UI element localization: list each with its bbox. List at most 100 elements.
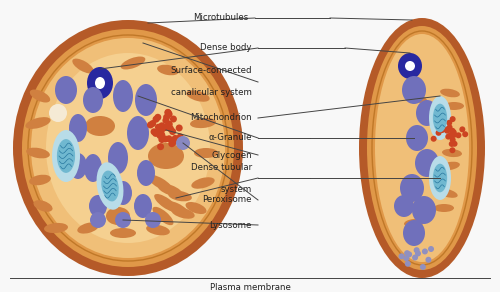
Ellipse shape: [400, 174, 424, 202]
Ellipse shape: [192, 177, 214, 189]
Ellipse shape: [89, 195, 107, 217]
Ellipse shape: [456, 132, 462, 138]
Ellipse shape: [145, 212, 161, 228]
Ellipse shape: [135, 84, 157, 116]
Ellipse shape: [52, 130, 80, 182]
Ellipse shape: [137, 160, 155, 186]
Ellipse shape: [163, 114, 170, 121]
Ellipse shape: [442, 149, 462, 157]
Ellipse shape: [439, 127, 445, 133]
Ellipse shape: [414, 247, 420, 253]
Ellipse shape: [149, 120, 156, 127]
Ellipse shape: [398, 53, 422, 79]
Ellipse shape: [166, 135, 172, 142]
Ellipse shape: [167, 125, 174, 132]
Text: Surface-connected: Surface-connected: [170, 66, 252, 75]
Ellipse shape: [69, 153, 87, 179]
Ellipse shape: [158, 128, 164, 135]
Ellipse shape: [164, 109, 172, 116]
Ellipse shape: [415, 149, 439, 177]
Ellipse shape: [85, 116, 115, 136]
Text: Dense tubular: Dense tubular: [191, 163, 252, 172]
Ellipse shape: [406, 251, 412, 257]
Ellipse shape: [166, 123, 172, 130]
Ellipse shape: [448, 133, 454, 139]
Ellipse shape: [429, 96, 451, 140]
Ellipse shape: [69, 114, 87, 142]
Ellipse shape: [440, 89, 460, 97]
Ellipse shape: [13, 20, 243, 276]
Ellipse shape: [398, 253, 404, 259]
Ellipse shape: [87, 67, 113, 99]
Ellipse shape: [84, 154, 102, 182]
Ellipse shape: [127, 116, 149, 150]
Ellipse shape: [164, 201, 188, 215]
Ellipse shape: [190, 118, 216, 128]
Ellipse shape: [150, 128, 158, 135]
Ellipse shape: [157, 143, 164, 150]
Ellipse shape: [160, 124, 168, 131]
Ellipse shape: [450, 147, 456, 153]
Ellipse shape: [405, 261, 411, 267]
Ellipse shape: [404, 256, 409, 261]
Text: canalicular system: canalicular system: [171, 88, 252, 97]
Ellipse shape: [405, 61, 415, 71]
Ellipse shape: [404, 250, 410, 256]
Ellipse shape: [110, 228, 136, 238]
Ellipse shape: [446, 120, 452, 126]
Ellipse shape: [416, 100, 438, 126]
Ellipse shape: [57, 139, 75, 173]
Ellipse shape: [170, 116, 177, 123]
Ellipse shape: [148, 175, 172, 191]
Ellipse shape: [157, 65, 179, 75]
Ellipse shape: [172, 135, 179, 142]
Ellipse shape: [433, 164, 447, 192]
Ellipse shape: [26, 148, 50, 158]
Ellipse shape: [434, 204, 454, 212]
Ellipse shape: [448, 141, 454, 147]
Ellipse shape: [433, 104, 447, 132]
Text: Dense body: Dense body: [200, 44, 252, 53]
Ellipse shape: [31, 38, 225, 258]
Ellipse shape: [446, 124, 452, 131]
Ellipse shape: [186, 202, 206, 214]
Ellipse shape: [176, 133, 184, 140]
Ellipse shape: [420, 264, 426, 270]
Ellipse shape: [158, 136, 166, 143]
Ellipse shape: [154, 129, 160, 136]
Ellipse shape: [449, 128, 455, 134]
Ellipse shape: [158, 125, 165, 132]
Ellipse shape: [44, 223, 68, 233]
Ellipse shape: [156, 132, 164, 139]
Ellipse shape: [162, 135, 169, 142]
Text: system: system: [221, 185, 252, 194]
Ellipse shape: [146, 225, 170, 235]
Ellipse shape: [106, 207, 130, 225]
Ellipse shape: [34, 200, 52, 212]
Ellipse shape: [148, 143, 184, 169]
Ellipse shape: [462, 131, 468, 137]
Ellipse shape: [172, 207, 194, 219]
Ellipse shape: [152, 116, 160, 123]
Ellipse shape: [444, 126, 450, 133]
Text: Microtubules: Microtubules: [193, 13, 248, 22]
Ellipse shape: [95, 77, 105, 89]
Ellipse shape: [460, 126, 466, 132]
Ellipse shape: [394, 195, 414, 217]
Ellipse shape: [162, 124, 168, 131]
Ellipse shape: [55, 76, 77, 104]
Ellipse shape: [406, 93, 428, 103]
Ellipse shape: [452, 141, 458, 147]
Ellipse shape: [450, 137, 456, 143]
Ellipse shape: [448, 133, 454, 138]
Ellipse shape: [154, 194, 178, 212]
Ellipse shape: [446, 134, 452, 140]
Ellipse shape: [157, 124, 164, 131]
Text: Peroxisome: Peroxisome: [202, 196, 252, 204]
Ellipse shape: [436, 188, 458, 198]
Ellipse shape: [367, 26, 477, 270]
Ellipse shape: [451, 132, 457, 138]
Ellipse shape: [46, 53, 210, 243]
Ellipse shape: [96, 162, 124, 210]
Ellipse shape: [147, 121, 154, 128]
